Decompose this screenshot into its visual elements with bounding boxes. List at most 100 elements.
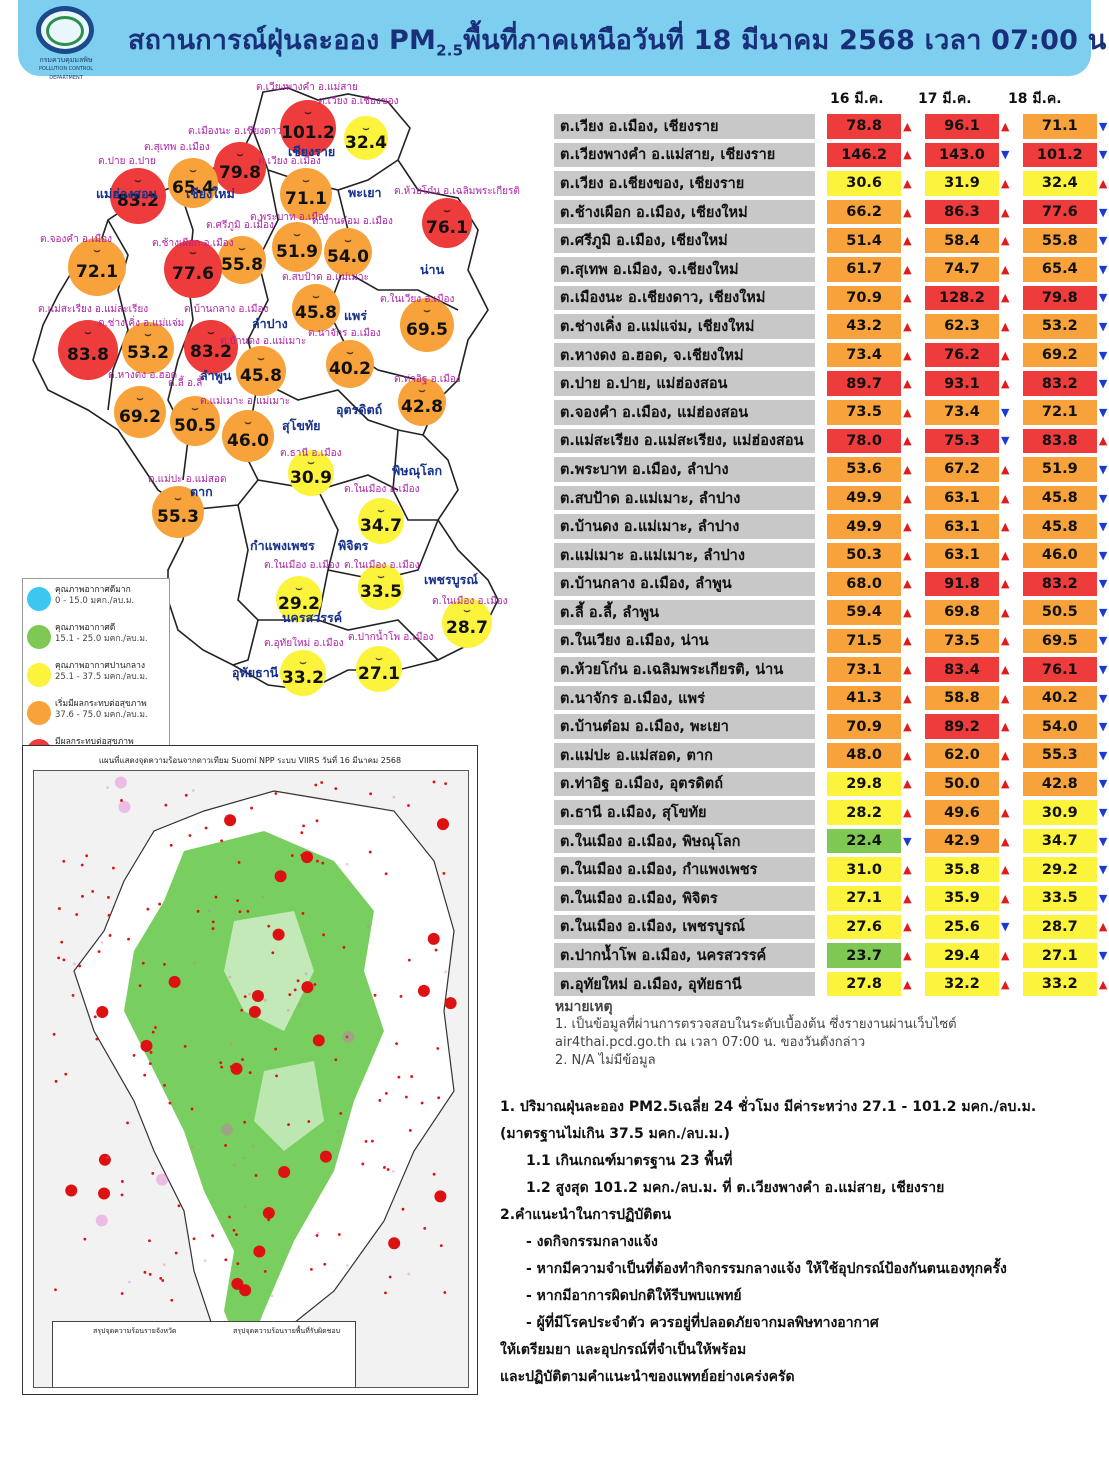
face-icon: ⌣: [293, 228, 301, 241]
hotspot-marker: [301, 911, 305, 915]
station-label: ต.สุเทพ อ.เมือง: [144, 142, 210, 153]
hotspot-marker: [384, 1291, 387, 1295]
pm-value: 23.7: [826, 943, 902, 968]
pm-bubble: ⌣ 32.4: [344, 116, 388, 160]
station-name: ต.พระบาท อ.เมือง, ลำปาง: [554, 457, 816, 482]
face-icon: ⌣: [295, 582, 303, 595]
hotspot-marker: [342, 945, 346, 949]
arrow-up-icon: ▲: [903, 205, 912, 219]
arrow-up-icon: ▲: [1000, 863, 1010, 877]
pm-value: 27.1: [1022, 943, 1098, 968]
pm-value: 30.6: [826, 171, 902, 196]
station-label: ต.ในเมือง อ.เมือง: [432, 596, 508, 607]
pm-value: 78.8: [826, 114, 902, 139]
hotspot-marker: [151, 1171, 155, 1175]
province-maehongson: แม่ฮ่องสอน: [96, 186, 158, 201]
pm-value: 83.4: [924, 657, 1000, 682]
pm-value: 49.9: [826, 485, 902, 511]
province-nan: น่าน: [420, 262, 445, 277]
hotspot-marker: [229, 1065, 233, 1069]
hotspot-marker: [392, 795, 396, 799]
pm-value: 33.2: [1022, 971, 1098, 997]
province-phayao: พะเยา: [348, 185, 382, 200]
station-label: ต.พระบาท อ.เมือง: [250, 212, 329, 223]
hotspot-marker: [75, 913, 79, 916]
bubble-value: 40.2: [329, 359, 371, 379]
arrow-up-icon: ▲: [1000, 977, 1010, 991]
hotspot-marker: [207, 909, 211, 913]
legend-label: เริ่มมีผลกระทบต่อสุขภาพ: [55, 699, 147, 709]
face-icon: ⌣: [236, 148, 244, 161]
station-name: ต.ท่าอิฐ อ.เมือง, อุตรดิตถ์: [554, 771, 816, 797]
arrow-up-icon: ▲: [1000, 348, 1010, 362]
hotspot-marker: [248, 1005, 261, 1018]
arrow-up-icon: ▲: [1000, 577, 1010, 591]
station-label: ต.นาจักร อ.เมือง: [308, 328, 381, 339]
pm25-table: ต.เวียง อ.เมือง, เชียงราย 78.8 ▲ 96.1 ▲ 71.1 ▼…: [554, 110, 1109, 1000]
pm-bubble: ⌣ 69.5: [400, 298, 454, 352]
pm-value: 51.4: [826, 228, 902, 253]
station-name: ต.บ้านกลาง อ.เมือง, ลำพูน: [554, 571, 816, 597]
pm-value: 58.8: [924, 685, 1000, 711]
hotspot-marker: [203, 1259, 207, 1263]
hotspot-marker: [174, 1251, 178, 1255]
arrow-down-icon: ▼: [1098, 806, 1108, 820]
arrow-down-icon: ▼: [1098, 663, 1108, 677]
hotspot-marker: [263, 1270, 267, 1273]
hotspot-marker: [100, 941, 104, 944]
hotspot-marker: [237, 861, 241, 864]
station-label: ต.ช้างเผือก อ.เมือง: [152, 238, 234, 249]
pcd-logo: กรมควบคุมมลพิษ POLLUTION CONTROL DEPARTME…: [30, 4, 100, 81]
pm-value: 83.2: [1022, 571, 1098, 597]
hotspot-marker: [314, 783, 318, 787]
arrow-up-icon: ▲: [1000, 205, 1010, 219]
pm-value: 42.9: [924, 828, 1000, 854]
hotspot-marker: [309, 1267, 313, 1271]
bubble-value: 53.2: [127, 343, 169, 363]
table-row: ต.ในเมือง อ.เมือง, พิษณุโลก 22.4 ▼ 42.9 ▲ 34.…: [554, 828, 1109, 854]
recommendation-1: - งดกิจกรรมกลางแจ้ง: [526, 1234, 658, 1250]
hotspot-marker: [96, 1005, 109, 1018]
pm-value: 59.4: [826, 600, 902, 625]
province-tak: ตาก: [190, 484, 213, 499]
station-name: ต.จองคำ อ.เมือง, แม่ฮ่องสอน: [554, 399, 816, 425]
arrow-up-icon: ▲: [903, 663, 912, 677]
hotspot-marker: [319, 1150, 332, 1163]
arrow-up-icon: ▲: [903, 434, 912, 448]
col-date-2: 17 มี.ค.: [918, 91, 972, 107]
pm-value: 101.2: [1022, 142, 1098, 168]
arrow-up-icon: ▲: [903, 748, 912, 762]
legend-range: 15.1 - 25.0 มคก./ลบ.ม.: [55, 634, 148, 644]
station-name: ต.ในเมือง อ.เมือง, เพชรบูรณ์: [554, 914, 816, 940]
table-row: ต.ปากน้ำโพ อ.เมือง, นครสวรรค์ 23.7 ▲ 29.4 ▲ 2…: [554, 943, 1109, 968]
legend-swatch: [27, 587, 51, 611]
pm-bubble: ⌣ 69.2: [114, 386, 166, 438]
hotspot-marker: [229, 1042, 233, 1046]
arrow-down-icon: ▼: [1098, 548, 1108, 562]
face-icon: ⌣: [134, 174, 142, 187]
hotspot-marker: [170, 1298, 174, 1302]
hotspot-marker: [378, 1099, 382, 1102]
hotspot-marker: [368, 850, 372, 854]
pm-value: 35.8: [924, 857, 1000, 883]
pm-value: 68.0: [826, 571, 902, 597]
station-name: ต.เวียงพางคำ อ.แม่สาย, เชียงราย: [554, 142, 816, 168]
arrow-up-icon: ▲: [903, 977, 912, 991]
hotspot-marker: [64, 1072, 68, 1076]
table-row: ต.เวียง อ.เมือง, เชียงราย 78.8 ▲ 96.1 ▲ 71.1 ▼: [554, 114, 1109, 139]
table-row: ต.ช้างเผือก อ.เมือง, เชียงใหม่ 66.2 ▲ 86.3 ▲…: [554, 199, 1109, 225]
bubble-value: 83.2: [190, 342, 232, 362]
bubble-value: 33.5: [360, 582, 402, 602]
hotspot-marker: [296, 979, 300, 983]
pm-value: 70.9: [826, 714, 902, 740]
station-label: ต.เวียงพางคำ อ.แม่สาย: [256, 82, 358, 93]
hotspot-marker: [261, 895, 264, 899]
arrow-down-icon: ▼: [1098, 377, 1108, 391]
hotspot-marker: [238, 910, 242, 914]
hotspot-marker: [91, 889, 95, 893]
hotspot-marker: [146, 907, 150, 911]
bubble-value: 69.2: [119, 407, 161, 427]
arrow-up-icon: ▲: [1000, 663, 1010, 677]
pm-value: 73.5: [826, 399, 902, 425]
hotspot-marker: [339, 1111, 343, 1115]
